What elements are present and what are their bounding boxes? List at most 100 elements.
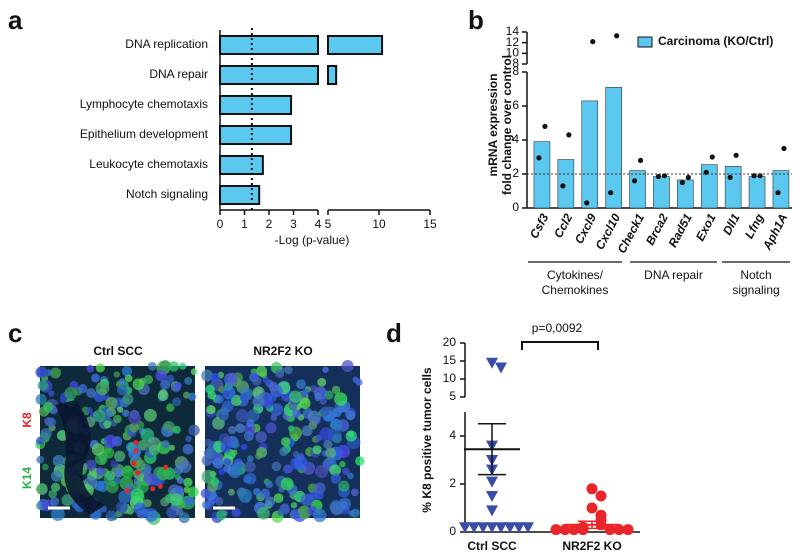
data-point [486,357,498,369]
cell [275,369,285,379]
cell [176,476,184,484]
data-point [486,505,498,517]
category-label: Ctrl SCC [467,539,517,553]
category-label: Ccl2 [551,211,575,240]
cell [183,486,190,494]
cell [172,397,182,407]
bar [219,185,261,205]
bar [724,166,742,209]
replicate-point [733,152,739,158]
data-point [622,524,634,536]
cell [61,494,74,507]
cell [334,392,348,406]
bar [605,87,622,209]
cell [190,368,198,376]
cell [216,509,227,521]
cell [355,456,365,466]
data-point [613,524,625,536]
group-label: Chemokines [542,283,609,297]
category-label: Dll1 [720,211,743,237]
cell [314,386,327,400]
cell [121,465,135,479]
cell [296,379,306,390]
micrograph [200,360,365,523]
replicate-point [685,174,691,180]
cell [231,394,243,406]
cell [314,464,329,478]
cell [113,414,122,424]
cell [133,502,146,515]
data-point [559,524,571,536]
cell [227,488,235,496]
bar [327,65,338,85]
cell [301,425,313,437]
x-tick-label: 5 [325,217,332,231]
cell [350,508,360,518]
bar [219,155,264,175]
cell [220,442,231,453]
cell [144,508,159,522]
group-label: signaling [732,283,779,297]
cell [105,396,118,409]
cell [235,423,245,434]
x-tick-label: 15 [423,217,437,231]
cell [113,371,120,378]
cell [122,409,130,417]
micrograph [35,360,200,525]
data-point [495,362,507,374]
cell [91,373,100,383]
cell [86,407,93,414]
cell [37,380,49,391]
cell [313,482,326,494]
cell [93,409,106,423]
cell [252,395,265,408]
cell [339,461,346,468]
cell [50,507,65,522]
cell [247,455,254,462]
cell [143,499,152,508]
cell [85,459,97,471]
category-label: Lymphocyte chemotaxis [80,97,208,111]
cell [140,428,154,442]
y-tick-label: 8 [512,56,519,70]
cell [51,470,63,482]
bar [533,141,551,209]
y-tick-label: 2 [449,476,456,490]
replicate-point [781,145,787,152]
bar [748,176,766,209]
replicate-point [536,155,542,161]
cell [204,438,213,447]
k8-cell [124,488,130,494]
data-point [468,522,480,534]
cell [238,488,253,503]
bar [700,164,718,209]
category-label: NR2F2 KO [562,539,621,553]
cell [188,392,197,401]
data-point [595,490,607,502]
cell [56,430,68,441]
group-label: Notch [740,268,771,282]
cell [174,465,184,475]
cell [243,431,254,442]
category-label: Lfng [742,211,767,241]
data-point [495,522,507,534]
cell [355,378,363,386]
bar [557,159,575,209]
cell [326,457,333,464]
cell [247,409,260,422]
panel-letter: d [386,318,402,348]
cell [183,477,193,487]
bar [327,35,384,55]
cell [320,406,330,417]
cell [262,397,274,409]
cell [40,428,52,440]
category-label: DNA replication [125,37,208,51]
y-tick-label: 4 [449,428,456,442]
cell [331,385,341,395]
cell [160,497,170,507]
cell [179,362,187,370]
cell [201,369,214,382]
cell [219,406,229,416]
cell [329,464,341,476]
